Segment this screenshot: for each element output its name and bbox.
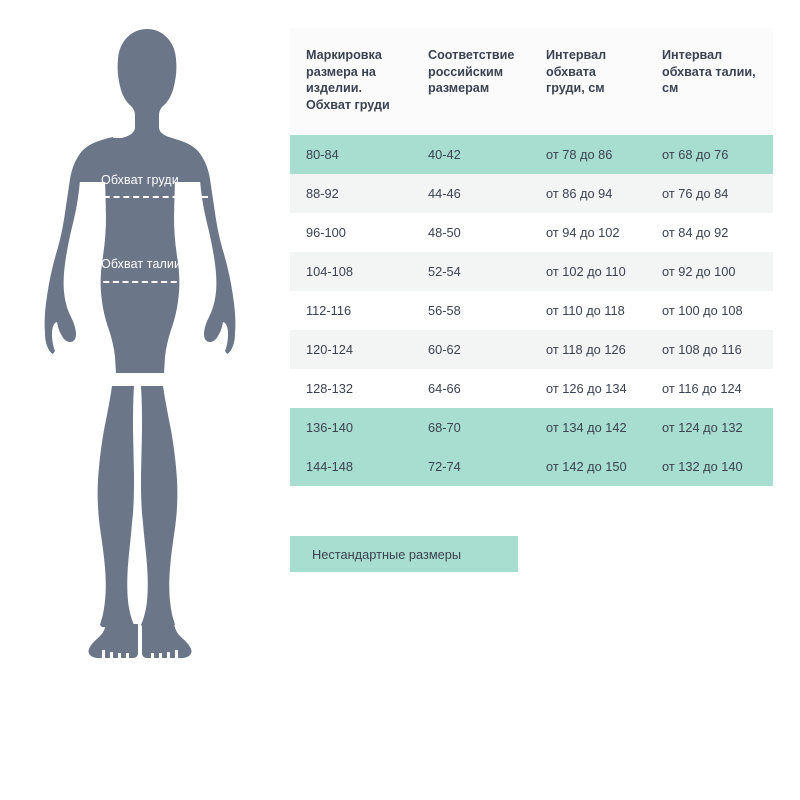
cell-marking: 136-140 (290, 408, 412, 447)
cell-chest-range: от 126 до 134 (530, 369, 646, 408)
cell-russian-size: 48-50 (412, 213, 530, 252)
custom-sizes-button[interactable]: Нестандартные размеры (290, 536, 518, 572)
column-header-waist-range: Интервал обхвата талии, см (646, 28, 773, 135)
cell-marking: 128-132 (290, 369, 412, 408)
table-row: 112-116 56-58 от 110 до 118 от 100 до 108 (290, 291, 773, 330)
cell-marking: 120-124 (290, 330, 412, 369)
cell-chest-range: от 118 до 126 (530, 330, 646, 369)
silhouette-body-shape (44, 29, 236, 658)
cell-chest-range: от 86 до 94 (530, 174, 646, 213)
column-header-chest-range: Интервал обхвата груди, см (530, 28, 646, 135)
chest-measure-label: Обхват груди (101, 173, 179, 187)
cell-chest-range: от 142 до 150 (530, 447, 646, 486)
table-header: Маркировка размера на изделии. Обхват гр… (290, 28, 773, 135)
table-row: 120-124 60-62 от 118 до 126 от 108 до 116 (290, 330, 773, 369)
table-header-row: Маркировка размера на изделии. Обхват гр… (290, 28, 773, 135)
cell-marking: 104-108 (290, 252, 412, 291)
cell-russian-size: 64-66 (412, 369, 530, 408)
column-header-russian-size: Соответствие российским размерам (412, 28, 530, 135)
cell-marking: 144-148 (290, 447, 412, 486)
silhouette-svg (44, 29, 236, 658)
table-row: 80-84 40-42 от 78 до 86 от 68 до 76 (290, 135, 773, 174)
cell-waist-range: от 116 до 124 (646, 369, 773, 408)
cell-russian-size: 52-54 (412, 252, 530, 291)
cell-waist-range: от 76 до 84 (646, 174, 773, 213)
cell-russian-size: 72-74 (412, 447, 530, 486)
cell-russian-size: 56-58 (412, 291, 530, 330)
table-row: 88-92 44-46 от 86 до 94 от 76 до 84 (290, 174, 773, 213)
chest-measure-dashed-line (84, 196, 208, 198)
cell-russian-size: 40-42 (412, 135, 530, 174)
table-row: 144-148 72-74 от 142 до 150 от 132 до 140 (290, 447, 773, 486)
cell-marking: 88-92 (290, 174, 412, 213)
toe-detail-lines (102, 650, 178, 658)
column-header-marking: Маркировка размера на изделии. Обхват гр… (290, 28, 412, 135)
table-row: 96-100 48-50 от 94 до 102 от 84 до 92 (290, 213, 773, 252)
cell-waist-range: от 124 до 132 (646, 408, 773, 447)
cell-russian-size: 60-62 (412, 330, 530, 369)
cell-waist-range: от 108 до 116 (646, 330, 773, 369)
table-row: 128-132 64-66 от 126 до 134 от 116 до 124 (290, 369, 773, 408)
cell-marking: 80-84 (290, 135, 412, 174)
cell-chest-range: от 94 до 102 (530, 213, 646, 252)
table-row: 136-140 68-70 от 134 до 142 от 124 до 132 (290, 408, 773, 447)
cell-waist-range: от 68 до 76 (646, 135, 773, 174)
cell-waist-range: от 132 до 140 (646, 447, 773, 486)
cell-waist-range: от 84 до 92 (646, 213, 773, 252)
cell-chest-range: от 78 до 86 (530, 135, 646, 174)
cell-chest-range: от 102 до 110 (530, 252, 646, 291)
cell-russian-size: 68-70 (412, 408, 530, 447)
waist-measure-dashed-line (84, 281, 196, 283)
cell-marking: 112-116 (290, 291, 412, 330)
table-row: 104-108 52-54 от 102 до 110 от 92 до 100 (290, 252, 773, 291)
waist-measure-label: Обхват талии (101, 257, 182, 271)
cell-waist-range: от 100 до 108 (646, 291, 773, 330)
cell-russian-size: 44-46 (412, 174, 530, 213)
cell-marking: 96-100 (290, 213, 412, 252)
table-body: 80-84 40-42 от 78 до 86 от 68 до 76 88-92 44-… (290, 135, 773, 486)
cell-waist-range: от 92 до 100 (646, 252, 773, 291)
size-chart-table: Маркировка размера на изделии. Обхват гр… (290, 28, 773, 486)
cell-chest-range: от 110 до 118 (530, 291, 646, 330)
body-silhouette-figure: Обхват груди Обхват талии (0, 0, 280, 700)
cell-chest-range: от 134 до 142 (530, 408, 646, 447)
